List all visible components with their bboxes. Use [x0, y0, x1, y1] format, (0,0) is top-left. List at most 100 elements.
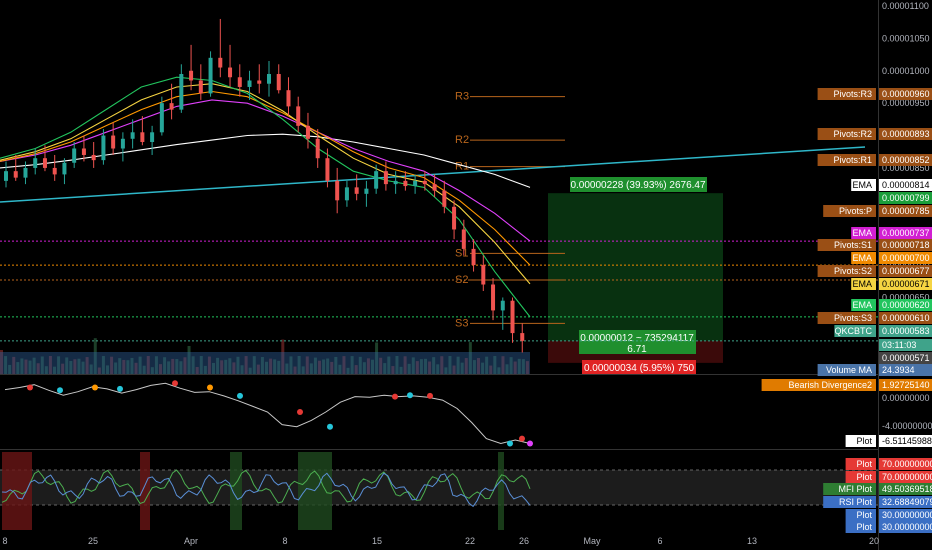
tag-label-box [851, 299, 876, 311]
tag-label: Plot [856, 510, 872, 520]
tag-value: 03:11:03 [882, 340, 916, 350]
tag-label-box [823, 483, 876, 495]
date-tick-label: Apr [184, 536, 198, 546]
price-tag: 0.00000571 [879, 352, 932, 364]
volume-bar [436, 364, 440, 374]
date-tick-label: 6 [657, 536, 662, 546]
divergence-marker [117, 385, 123, 392]
volume-bar [452, 365, 456, 374]
tag-label-box [834, 325, 876, 337]
pivot-label: S3 [455, 317, 468, 329]
tag-value: 0.00000620 [882, 300, 930, 310]
volume-bar [509, 357, 513, 374]
volume-bar [207, 356, 211, 374]
tag-label: MFI Plot [838, 484, 872, 494]
tag-label-box [817, 88, 876, 100]
ema-line [0, 133, 531, 188]
tag-label: Pivots:S3 [834, 313, 872, 323]
candle-body [237, 77, 242, 87]
price-axis[interactable]: 0.00001100 0.00001050 0.00001000 0.00000950… [817, 1, 932, 376]
long-position-tool[interactable]: 0.00000228 (39.93%) 2676.47 0.00000012 ~ … [548, 177, 723, 374]
volume-bar [415, 361, 419, 374]
volume-bar [73, 359, 77, 374]
candle-body [150, 132, 155, 143]
volume-bar [419, 359, 423, 374]
volume-bar [175, 359, 179, 374]
tag-value-box [879, 88, 932, 100]
volume-bar [269, 358, 273, 374]
volume-bar [387, 356, 391, 374]
date-tick-label: 26 [519, 536, 529, 546]
volume-bar [411, 357, 415, 374]
trend-line[interactable] [0, 146, 866, 203]
signal-band [312, 452, 332, 530]
tag-value: 70.00000000 [882, 459, 932, 469]
volume-bar [53, 366, 56, 374]
volume-bar [4, 356, 8, 374]
volume-bar [163, 357, 167, 374]
tag-value: -6.51145988 [882, 436, 932, 446]
tag-value: 30.00000000 [882, 510, 932, 520]
price-tag: Volume MA 24.3934 [817, 364, 932, 376]
tag-value: 0.00000960 [882, 89, 930, 99]
date-tick-label: 20 [869, 536, 879, 546]
rsi-line [1, 472, 531, 508]
volume-bar [305, 356, 309, 374]
volume-bar [448, 356, 452, 374]
volume-bar [122, 359, 126, 374]
tag-label: EMA [852, 279, 872, 289]
candle-body [159, 103, 164, 133]
volume-bar [106, 365, 109, 374]
candle-body [140, 132, 145, 143]
volume-bar [48, 356, 52, 374]
candle-body [286, 90, 291, 107]
volume-bar [240, 365, 244, 374]
price-tag: EMA 0.00000814 [851, 179, 932, 191]
indicator1-tag: Bearish Divergence2 1.92725140 [761, 379, 932, 391]
tag-value-box [879, 509, 932, 521]
tag-value-box [879, 312, 932, 324]
date-tick-label: 8 [282, 536, 287, 546]
volume-bar [110, 356, 114, 374]
tag-value: 0.00000583 [882, 326, 930, 336]
candle-body [169, 103, 174, 110]
date-axis[interactable]: 8 25 Apr 8 15 22 26 May 6 13 20 [2, 536, 879, 546]
volume-bar [167, 361, 171, 374]
tag-value: 70.00000000 [882, 472, 932, 482]
volume-bar [69, 360, 73, 374]
volume-bar [399, 366, 403, 374]
tag-label-box [845, 471, 876, 483]
divergence-marker [427, 392, 433, 399]
volume-bar [16, 362, 20, 374]
volume-bar [260, 357, 264, 374]
tag-label: QKCBTC [834, 326, 872, 336]
volume-bar [322, 359, 326, 374]
candle-body [247, 80, 252, 87]
volume-bar [28, 360, 32, 374]
candle-body [276, 74, 281, 91]
candle-body [442, 190, 447, 207]
tag-value-box [879, 379, 932, 391]
tag-label-box [823, 205, 876, 217]
price-tick-label: 0.00000650 [882, 292, 930, 302]
volume-bar [97, 367, 101, 374]
candle-body [461, 229, 466, 249]
tag-value: 0.00000700 [882, 253, 930, 263]
tag-label: Pivots:S1 [834, 240, 872, 250]
volume-bar [525, 361, 529, 374]
candle-body [403, 180, 408, 187]
candle-body [364, 188, 369, 194]
tag-value: 0.00000571 [882, 353, 930, 363]
tag-label: Volume MA [826, 365, 872, 375]
tag-label-box [761, 379, 876, 391]
volume-bar [212, 362, 215, 374]
divergence-marker [207, 384, 213, 391]
tag-label-box [817, 364, 876, 376]
candle-body [198, 80, 203, 94]
tag-value-box [879, 471, 932, 483]
price-tag: QKCBTC 0.00000583 [834, 325, 932, 337]
volume-bar [379, 357, 383, 374]
volume-bar [489, 365, 493, 374]
volume-bar [8, 364, 12, 374]
